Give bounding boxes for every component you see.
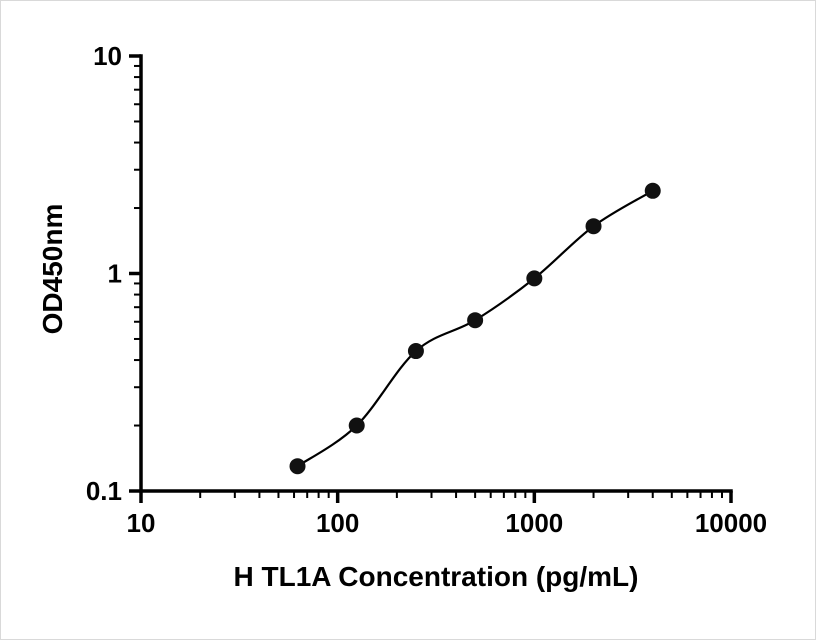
y-tick-label: 0.1 [86,476,122,506]
x-tick-label: 10000 [695,508,767,538]
data-point [644,182,661,199]
data-point [348,417,365,434]
y-axis-title: OD450nm [37,203,68,335]
x-axis-title: H TL1A Concentration (pg/mL) [233,561,639,592]
x-tick-label: 1000 [505,508,563,538]
data-point [585,218,602,235]
data-point [289,458,306,475]
x-tick-label: 10 [127,508,156,538]
data-point [467,312,484,329]
data-point [526,270,543,287]
y-tick-label: 10 [93,41,122,71]
axis-spines [139,54,733,493]
data-point [407,343,424,360]
y-tick-label: 1 [108,259,122,289]
x-tick-label: 100 [316,508,359,538]
